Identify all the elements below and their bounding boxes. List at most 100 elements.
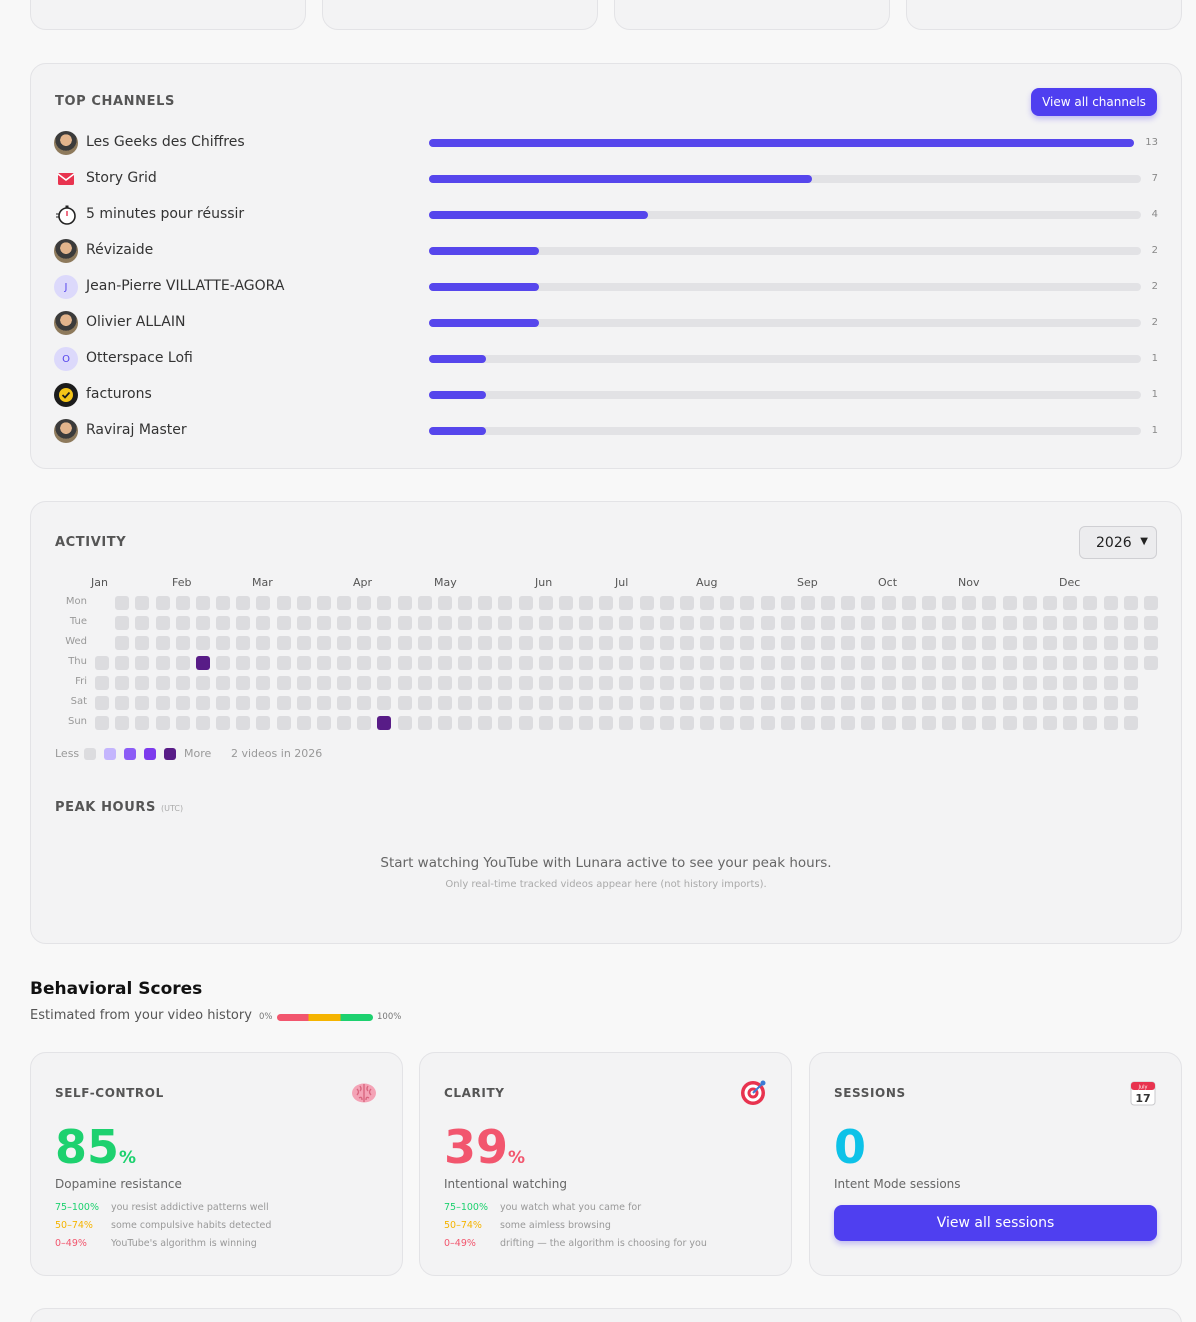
self-control-value: 85%: [55, 1121, 136, 1184]
channel-bar-fill: [429, 355, 486, 363]
activity-card: [30, 501, 1182, 944]
channel-avatar: [54, 131, 78, 155]
stopwatch-logo-icon: [56, 205, 76, 225]
view-all-sessions-button[interactable]: View all sessions: [834, 1205, 1157, 1241]
channel-bar-fill: [429, 391, 486, 399]
channel-bar-track: [429, 175, 1141, 183]
legend-level-2: [124, 748, 136, 760]
next-section-card: [30, 1308, 1182, 1322]
channel-name: Jean-Pierre VILLATTE-AGORA: [86, 278, 285, 294]
scale-text: some compulsive habits detected: [111, 1220, 272, 1231]
channel-row[interactable]: Olivier ALLAIN 2: [54, 310, 1158, 336]
channel-avatar: [54, 167, 78, 191]
channel-count: 4: [1151, 209, 1158, 220]
self-control-number: 85: [55, 1120, 120, 1174]
day-label: Tue: [69, 616, 87, 627]
stat-card: [322, 0, 598, 30]
scale-max-label: 100%: [377, 1012, 402, 1022]
score-scale-bar: [277, 1014, 373, 1021]
channel-avatar: [54, 383, 78, 407]
target-icon: [739, 1079, 767, 1107]
month-label: Jan: [91, 576, 108, 589]
month-label: Jul: [615, 576, 629, 589]
channel-bar-fill: [429, 139, 1134, 147]
month-label: Nov: [958, 576, 980, 589]
check-logo-icon: [59, 388, 73, 402]
legend-level-3: [144, 748, 156, 760]
top-channels-title: TOP CHANNELS: [55, 94, 175, 109]
scale-min-label: 0%: [259, 1012, 273, 1022]
month-label: Sep: [797, 576, 818, 589]
scale-range: 0–49%: [55, 1238, 87, 1249]
channel-row[interactable]: Les Geeks des Chiffres 13: [54, 130, 1158, 156]
day-label: Sat: [70, 696, 87, 707]
clarity-card: CLARITY 39% Intentional watching 75–100%…: [419, 1052, 792, 1276]
channel-count: 1: [1151, 353, 1158, 364]
legend-less-label: Less: [55, 747, 80, 760]
month-label: Mar: [252, 576, 273, 589]
self-control-title: SELF-CONTROL: [55, 1086, 164, 1100]
scale-range: 0–49%: [444, 1238, 476, 1249]
month-label: Apr: [353, 576, 373, 589]
channel-avatar: [54, 203, 78, 227]
channel-bar-fill: [429, 175, 812, 183]
legend-more-label: More: [184, 747, 212, 760]
day-label: Fri: [75, 676, 87, 687]
scale-range: 75–100%: [444, 1202, 488, 1213]
peak-hours-title: PEAK HOURS: [55, 800, 156, 815]
legend-level-4: [164, 748, 176, 760]
view-all-channels-button[interactable]: View all channels: [1031, 88, 1157, 116]
month-label: Dec: [1059, 576, 1081, 589]
peak-hours-empty-note: Only real-time tracked videos appear her…: [445, 879, 767, 890]
behavioral-subtitle: Estimated from your video history: [30, 1008, 252, 1023]
channel-count: 2: [1151, 245, 1158, 256]
clarity-number: 39: [444, 1120, 509, 1174]
month-label: Aug: [696, 576, 718, 589]
scale-range: 75–100%: [55, 1202, 99, 1213]
channel-row[interactable]: Story Grid 7: [54, 166, 1158, 192]
channel-row[interactable]: facturons 1: [54, 382, 1158, 408]
clarity-title: CLARITY: [444, 1086, 505, 1100]
behavioral-title: Behavioral Scores: [30, 979, 203, 999]
sessions-value: 0: [834, 1120, 867, 1174]
self-control-unit: %: [119, 1148, 137, 1168]
channel-avatar: [54, 419, 78, 443]
channel-row[interactable]: Raviraj Master 1: [54, 418, 1158, 444]
scale-text: you watch what you came for: [500, 1202, 642, 1213]
stat-card: [30, 0, 306, 30]
channel-name: Otterspace Lofi: [86, 350, 193, 366]
sessions-title: SESSIONS: [834, 1086, 906, 1100]
day-label: Sun: [67, 716, 87, 727]
channel-bar-track: [429, 139, 1134, 147]
channel-count: 1: [1151, 389, 1158, 400]
channel-row[interactable]: J Jean-Pierre VILLATTE-AGORA 2: [54, 274, 1158, 300]
channel-name: 5 minutes pour réussir: [86, 206, 245, 222]
scale-range: 50–74%: [55, 1220, 93, 1231]
channel-avatar: [54, 239, 78, 263]
calendar-day: 17: [1135, 1092, 1150, 1105]
scale-text: YouTube's algorithm is winning: [111, 1238, 257, 1249]
channel-avatar: O: [54, 347, 78, 371]
channel-bar-fill: [429, 211, 648, 219]
channel-row[interactable]: O Otterspace Lofi 1: [54, 346, 1158, 372]
self-control-subtitle: Dopamine resistance: [55, 1177, 182, 1191]
channel-row[interactable]: 5 minutes pour réussir 4: [54, 202, 1158, 228]
channel-name: Les Geeks des Chiffres: [86, 134, 245, 150]
calendar-icon: July 17: [1129, 1079, 1157, 1107]
channel-count: 1: [1151, 425, 1158, 436]
channel-name: Olivier ALLAIN: [86, 314, 186, 330]
channel-name: Raviraj Master: [86, 422, 187, 438]
channel-avatar: [54, 311, 78, 335]
top-channels-card: [30, 63, 1182, 469]
channel-bar-fill: [429, 283, 539, 291]
year-select[interactable]: 2026 ▼: [1079, 526, 1157, 559]
envelope-logo-icon: [57, 173, 75, 185]
month-label: May: [434, 576, 457, 589]
activity-summary: 2 videos in 2026: [231, 747, 323, 760]
channel-row[interactable]: Révizaide 2: [54, 238, 1158, 264]
sessions-subtitle: Intent Mode sessions: [834, 1177, 961, 1191]
month-label: Oct: [878, 576, 898, 589]
peak-hours-heading: PEAK HOURS (UTC): [55, 796, 183, 815]
peak-hours-empty-message: Start watching YouTube with Lunara activ…: [380, 855, 832, 871]
day-label: Wed: [65, 636, 87, 647]
